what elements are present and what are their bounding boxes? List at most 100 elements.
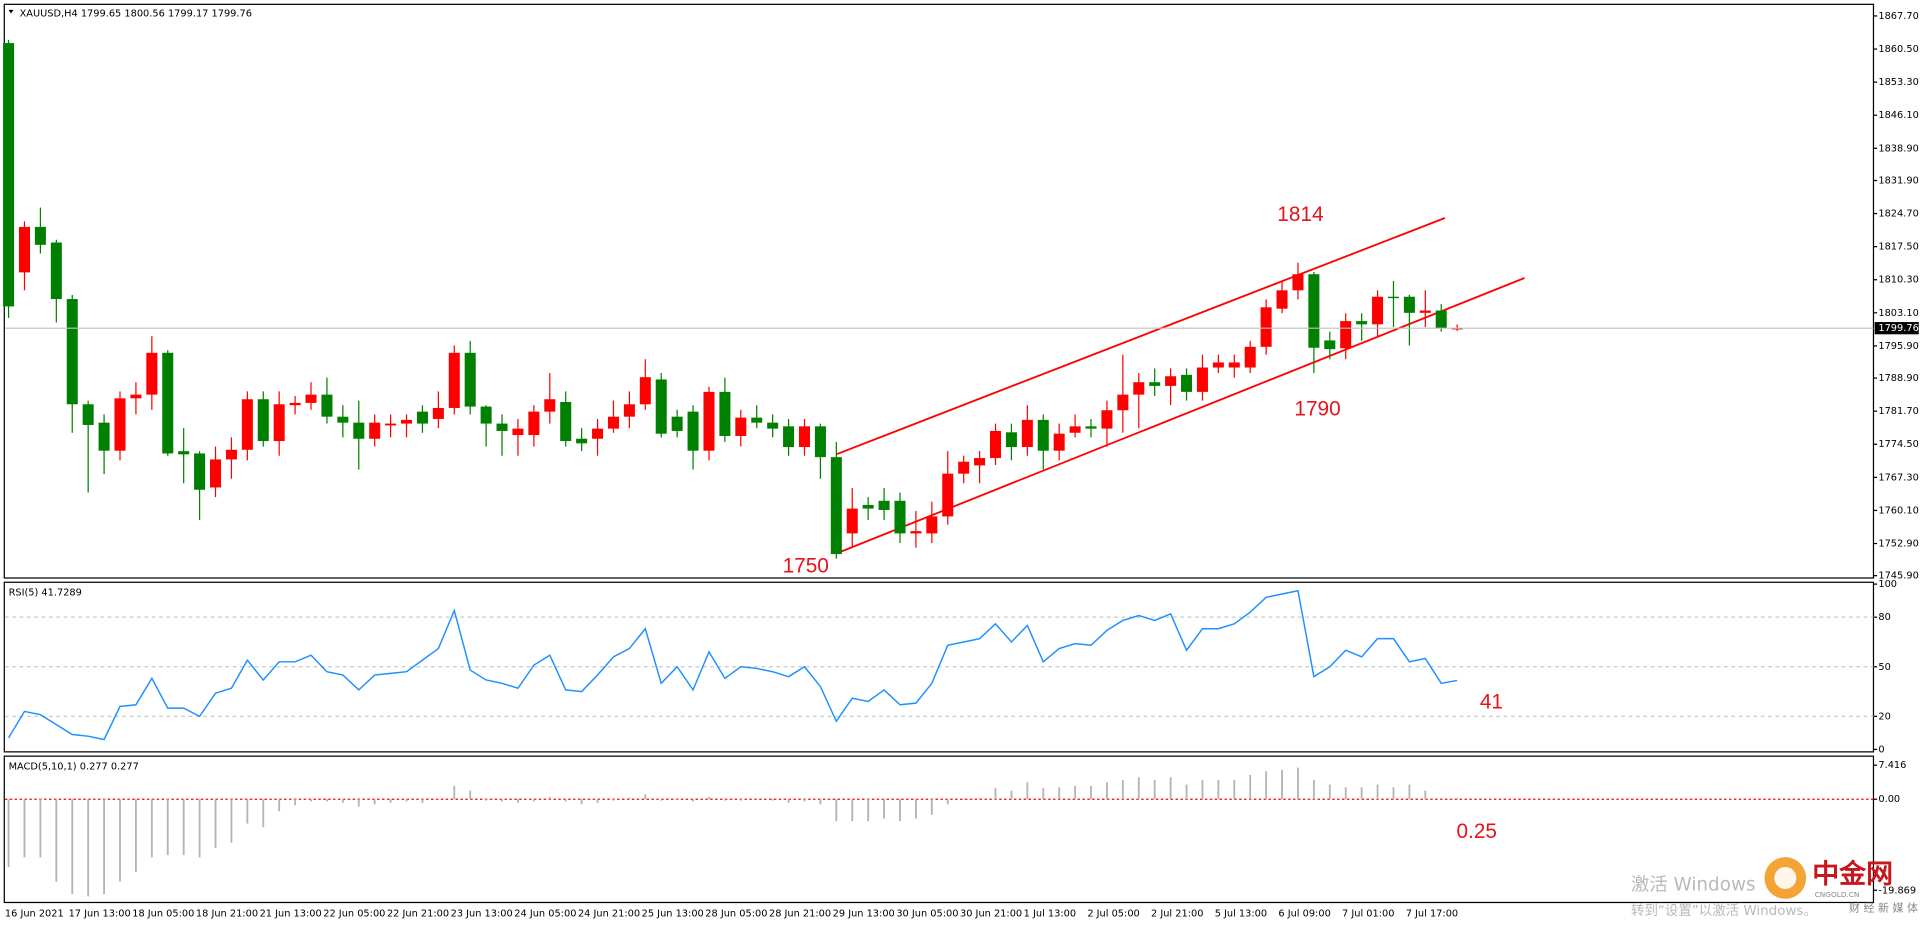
macd-bar (835, 799, 838, 822)
candle-body (337, 416, 349, 423)
macd-bar (214, 799, 217, 848)
candle-body (273, 404, 285, 442)
candle-body (385, 423, 397, 426)
candle-body (719, 391, 731, 436)
candle-body (1340, 321, 1352, 349)
macd-bar (755, 799, 758, 800)
candle-body (1037, 419, 1049, 451)
macd-bar (1360, 787, 1363, 800)
y-tick-label: 20 (1878, 711, 1890, 722)
logo-sub: CNGOLD.CN (1815, 890, 1860, 899)
macd-bar (930, 799, 933, 815)
macd-bar (739, 799, 742, 801)
candle-body (592, 428, 604, 439)
x-tick-label: 29 Jun 13:00 (833, 909, 895, 920)
candle-body (1324, 340, 1336, 350)
macd-bar (7, 799, 10, 868)
candle-body (480, 406, 492, 424)
candle-body (1308, 274, 1320, 348)
candle-body (432, 407, 444, 419)
candle-body (146, 352, 158, 395)
candle-body (623, 404, 635, 417)
macd-bar (71, 799, 74, 895)
y-tick-label: 7.416 (1878, 760, 1906, 771)
candle-body (416, 411, 428, 424)
candle-body (162, 352, 174, 454)
candle-body (34, 226, 46, 245)
y-tick-label: 1810.30 (1878, 275, 1918, 286)
y-tick-label: 1824.70 (1878, 209, 1918, 220)
x-tick-label: 22 Jun 21:00 (387, 909, 449, 920)
macd-bar (1408, 784, 1411, 800)
candle-body (974, 458, 986, 466)
x-tick-label: 1 Jul 13:00 (1024, 909, 1076, 920)
macd-bar (1153, 779, 1156, 800)
candle-body (942, 473, 954, 517)
candle-body (1403, 296, 1415, 313)
y-tick-label: 1752.90 (1878, 539, 1918, 550)
candle-body (1101, 410, 1113, 429)
macd-bar (676, 799, 679, 800)
candle-body (98, 422, 110, 451)
candle-body (1069, 426, 1081, 433)
macd-bar (994, 788, 997, 800)
macd-bar (1217, 779, 1220, 800)
bid-label: 1799.76 (1878, 323, 1918, 334)
macd-bar (453, 785, 456, 800)
candle-body (655, 379, 667, 434)
macd-bar (564, 799, 567, 802)
macd-bar (517, 799, 519, 803)
logo-text: 中金网 (1812, 858, 1893, 890)
macd-bar (1201, 779, 1204, 800)
candle-body (1021, 419, 1033, 448)
macd-panel (3, 755, 1875, 904)
menu-arrow (8, 9, 14, 14)
x-tick-label: 24 Jun 05:00 (514, 909, 576, 920)
annotation: 1814 (1277, 203, 1323, 226)
macd-bar (644, 794, 647, 800)
macd-bar (771, 799, 774, 801)
y-tick-label: 80 (1878, 612, 1890, 623)
candle-body (321, 394, 333, 417)
x-tick-label: 5 Jul 13:00 (1215, 909, 1267, 920)
candle-body (1419, 310, 1431, 313)
macd-bar (532, 799, 535, 802)
x-tick-label: 16 Jun 2021 (5, 909, 64, 920)
x-tick-label: 28 Jun 05:00 (705, 909, 767, 920)
candle-body (1228, 362, 1240, 368)
macd-bar (1026, 782, 1029, 800)
candle-body (194, 453, 206, 490)
macd-bar (962, 798, 965, 800)
macd-bar (708, 796, 710, 800)
macd-bar (119, 799, 121, 882)
candle-body (225, 449, 237, 460)
candle-body (1181, 374, 1193, 392)
macd-bar (1328, 784, 1331, 800)
macd-bar (596, 799, 599, 803)
macd-bar (580, 799, 583, 805)
y-tick-label: 1795.90 (1878, 341, 1918, 352)
candle-body (830, 457, 842, 555)
watermark: 激活 Windows 转到“设置”以激活 Windows。 中金网 CNGOLD… (1631, 857, 1918, 919)
x-tick-label: 24 Jun 21:00 (578, 909, 640, 920)
macd-bar (1376, 784, 1379, 800)
macd-bar (469, 790, 472, 800)
bid-label-box (1874, 322, 1919, 335)
candle-body (401, 419, 413, 424)
candle-body (528, 411, 540, 436)
y-tick-label: 1760.10 (1878, 505, 1918, 516)
y-tick-label: 1788.90 (1878, 373, 1918, 384)
macd-bar (421, 799, 424, 803)
candle-body (82, 404, 94, 425)
candle-body (1292, 274, 1304, 291)
candle-body (66, 299, 78, 405)
macd-bar (628, 797, 631, 800)
y-tick-label: 1853.30 (1878, 77, 1918, 88)
macd-bar (1010, 790, 1013, 800)
macd-bar (357, 799, 360, 807)
x-tick-label: 22 Jun 05:00 (323, 909, 385, 920)
candle-body (576, 438, 588, 444)
macd-bar (501, 799, 503, 802)
